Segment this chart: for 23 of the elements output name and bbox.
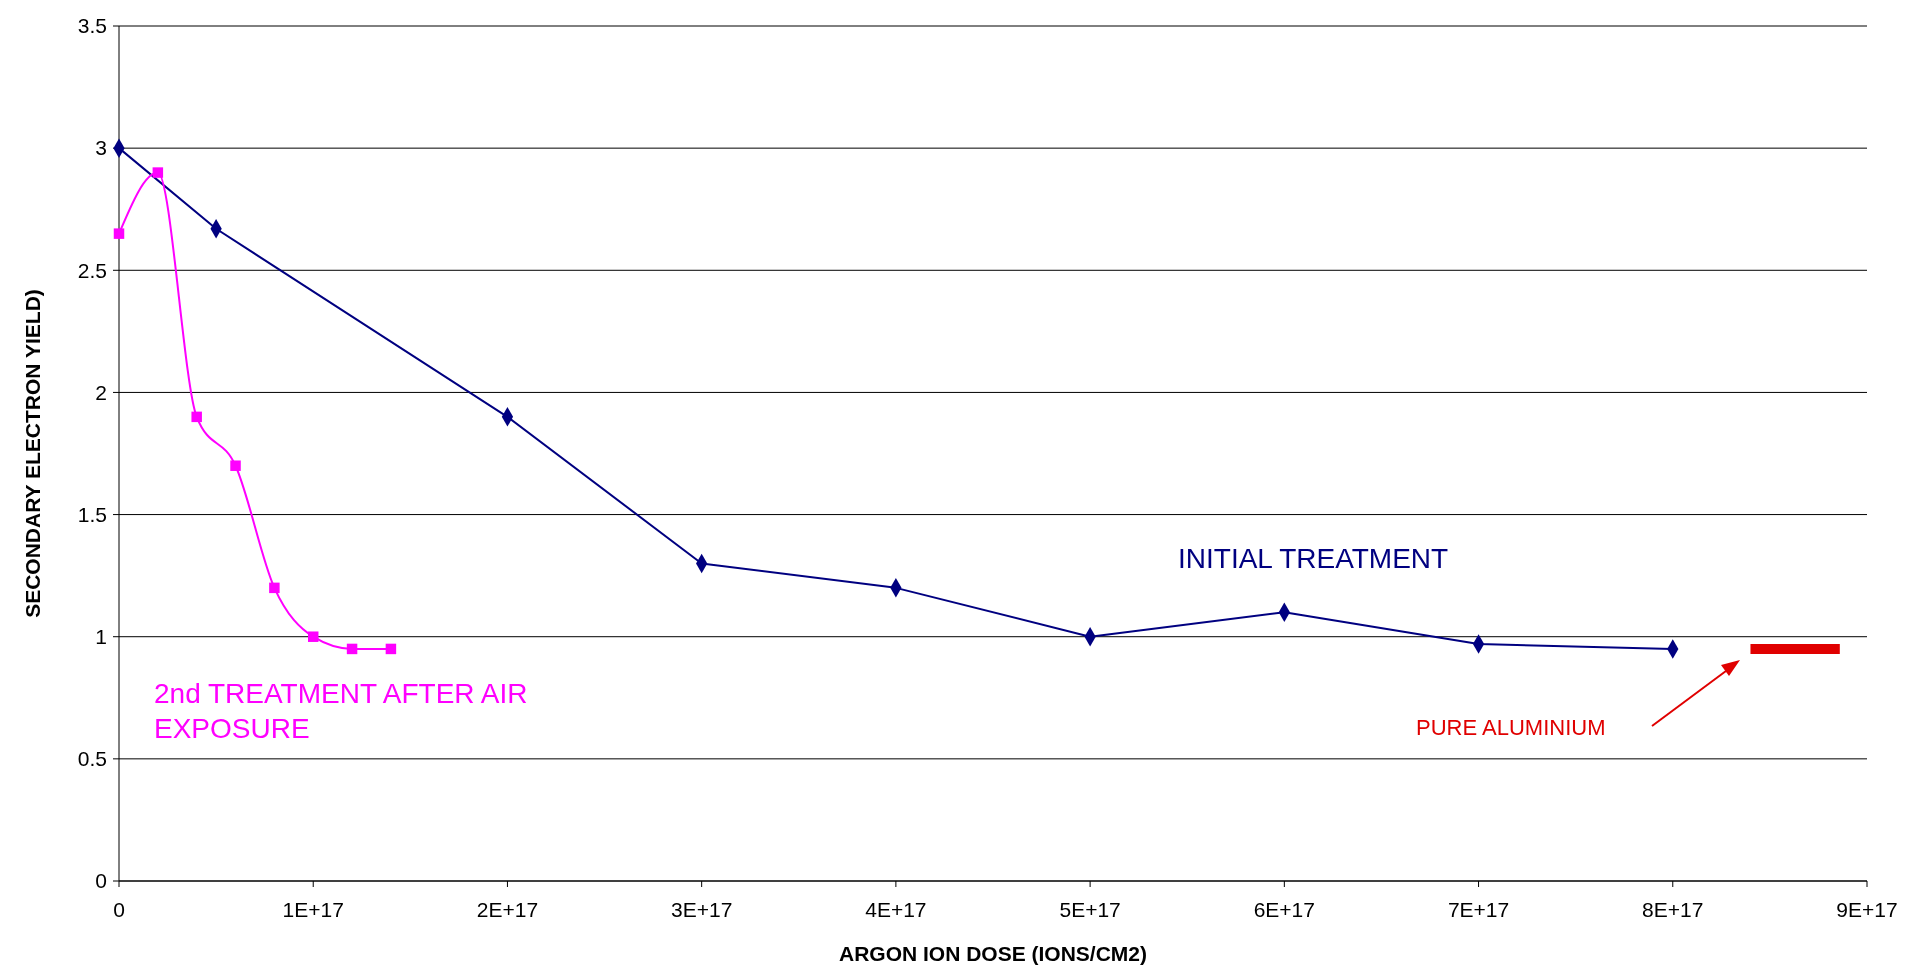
x-tick-label: 4E+17 xyxy=(865,898,927,921)
x-axis-title: ARGON ION DOSE (IONS/CM2) xyxy=(838,942,1148,965)
x-tick-label: 0 xyxy=(113,898,125,921)
text: PURE ALUMINIUM xyxy=(1416,715,1606,740)
y-tick-label: 3 xyxy=(95,136,107,160)
y-tick-label: 1 xyxy=(95,625,107,649)
y-tick-label: 2.5 xyxy=(77,258,107,282)
y-tick-label: 1.5 xyxy=(77,502,107,526)
y-axis-title: SECONDARY ELECTRON YIELD) xyxy=(21,289,44,618)
y-tick-label: 2 xyxy=(95,380,107,404)
x-tick-label: 1E+17 xyxy=(282,898,344,921)
series-label: INITIAL TREATMENT xyxy=(1178,543,1449,574)
y-tick-label: 3.5 xyxy=(77,14,107,38)
x-tick-label: 9E+17 xyxy=(1836,898,1898,921)
x-tick-label: 2E+17 xyxy=(476,898,539,921)
x-tick-label: 3E+17 xyxy=(671,898,733,921)
text: 2nd TREATMENT AFTER AIR EXPOSURE xyxy=(154,678,528,744)
x-tick-label: 6E+17 xyxy=(1253,898,1315,921)
x-tick-label: 7E+17 xyxy=(1447,898,1510,921)
x-tick-label: 5E+17 xyxy=(1059,898,1121,921)
y-tick-label: 0.5 xyxy=(77,747,107,771)
x-tick-label: 8E+17 xyxy=(1642,898,1704,921)
y-tick-label: 0 xyxy=(95,869,107,893)
